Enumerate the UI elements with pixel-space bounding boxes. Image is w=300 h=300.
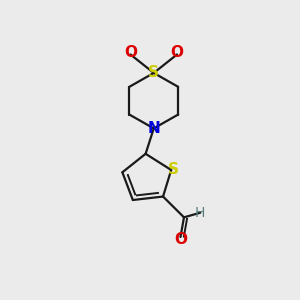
Text: O: O: [124, 45, 137, 60]
Text: N: N: [147, 121, 160, 136]
Text: O: O: [170, 45, 184, 60]
Text: S: S: [168, 163, 179, 178]
Text: S: S: [148, 65, 159, 80]
Text: O: O: [174, 232, 187, 247]
Text: H: H: [195, 206, 206, 220]
